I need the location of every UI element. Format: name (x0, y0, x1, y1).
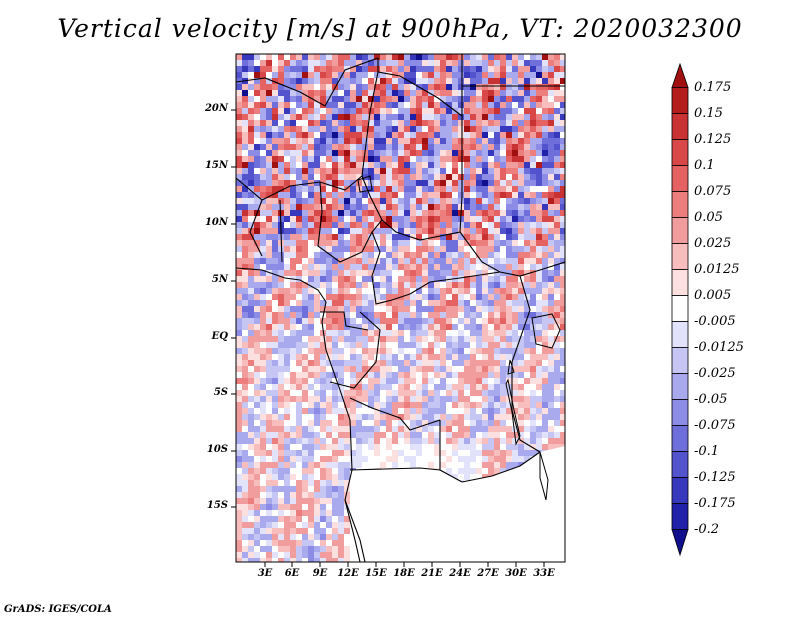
lat-label: 5N (211, 274, 228, 285)
colorbar-label: 0.075 (694, 183, 732, 199)
colorbar-segment (671, 87, 689, 114)
grads-credit: GrADS: IGES/COLA (4, 604, 112, 615)
lat-label: EQ (211, 331, 228, 342)
border-car-drc (409, 271, 501, 295)
colorbar-segment (671, 165, 689, 192)
colorbar-label: 0.05 (694, 209, 723, 225)
lat-label: 10N (204, 217, 228, 228)
lon-label: 18E (393, 568, 415, 579)
border-algeria-niger (236, 57, 379, 107)
colorbar-segment (671, 477, 689, 504)
map-panel (236, 54, 565, 562)
border-gabon (320, 311, 369, 331)
border-angola-namibia (349, 467, 441, 471)
colorbar-segment (671, 503, 689, 530)
colorbar-label: 0.15 (694, 105, 723, 121)
border-congo (329, 311, 381, 389)
coastline (236, 267, 361, 562)
lon-label: 12E (337, 568, 359, 579)
border-ghana-togo (279, 199, 283, 263)
map-title: Vertical velocity [m/s] at 900hPa, VT: 2… (57, 14, 743, 43)
colorbar-label: -0.05 (694, 391, 728, 407)
lake-victoria (531, 313, 561, 349)
border-drc-east (511, 275, 541, 453)
colorbar-segment (671, 347, 689, 374)
lake-kivu (507, 359, 515, 375)
lon-label: 27E (477, 568, 499, 579)
lon-label: 30E (505, 568, 527, 579)
lon-label: 3E (257, 568, 273, 579)
lon-label: 15E (365, 568, 387, 579)
colorbar-label: -0.175 (694, 495, 736, 511)
colorbar-segment (671, 243, 689, 270)
colorbar-label: 0.1 (694, 157, 715, 173)
border-namibia (344, 499, 366, 562)
colorbar-segment (671, 217, 689, 244)
southern-africa-blank-region (350, 446, 565, 562)
colorbar-segment (671, 399, 689, 426)
colorbar (671, 62, 689, 557)
colorbar-segment (671, 373, 689, 400)
colorbar-segment (671, 191, 689, 218)
colorbar-segment (671, 113, 689, 140)
colorbar-label: -0.1 (694, 443, 720, 459)
colorbar-label: -0.075 (694, 417, 736, 433)
lat-label: 10S (206, 444, 228, 455)
country-borders (236, 54, 565, 562)
border-angola-north (349, 397, 441, 431)
colorbar-segment (671, 295, 689, 322)
velocity-field (236, 54, 565, 562)
colorbar-label: 0.005 (694, 287, 732, 303)
colorbar-segment (671, 529, 689, 557)
border-sudan-south (459, 231, 565, 277)
border-west-africa (236, 177, 263, 257)
lon-label: 24E (449, 568, 471, 579)
border-cameroon-car (371, 231, 411, 305)
axis-ticks (231, 109, 545, 567)
colorbar-label: -0.2 (694, 521, 720, 537)
lon-label: 33E (533, 568, 555, 579)
lake-malawi (539, 451, 549, 501)
colorbar-segment (671, 139, 689, 166)
colorbar-segment (671, 269, 689, 296)
colorbar-label: -0.125 (694, 469, 736, 485)
colorbar-label: -0.025 (694, 365, 736, 381)
colorbar-label: 0.0125 (694, 261, 740, 277)
border-libya (377, 71, 463, 117)
border-zambia-mozambique (461, 451, 541, 483)
colorbar-label: -0.005 (694, 313, 736, 329)
colorbar-segment (671, 62, 689, 88)
lon-label: 9E (312, 568, 328, 579)
colorbar-segment (671, 425, 689, 452)
lon-label: 6E (284, 568, 300, 579)
lon-label: 21E (421, 568, 443, 579)
colorbar-label: -0.0125 (694, 339, 744, 355)
colorbar-label: 0.125 (694, 131, 732, 147)
colorbar-segment (671, 451, 689, 478)
colorbar-label: 0.025 (694, 235, 732, 251)
lat-label: 15S (206, 500, 228, 511)
lat-label: 15N (204, 160, 228, 171)
colorbar-segment (671, 321, 689, 348)
lat-label: 5S (213, 387, 228, 398)
lat-label: 20N (204, 103, 228, 114)
lake-tanganyika (505, 378, 521, 446)
lake-chad (357, 175, 373, 193)
lakes (357, 175, 561, 501)
map-frame (235, 53, 566, 563)
colorbar-label: 0.175 (694, 79, 732, 95)
